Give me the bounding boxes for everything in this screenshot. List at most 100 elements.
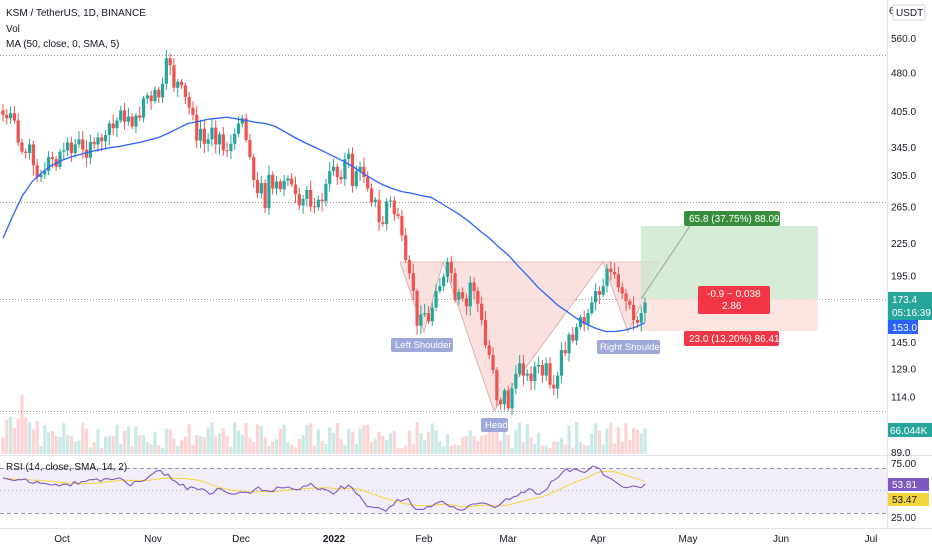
candle[interactable] (35, 158, 39, 182)
candle[interactable] (624, 288, 628, 311)
target-label-box[interactable] (684, 211, 780, 226)
candle[interactable] (362, 157, 366, 183)
candle[interactable] (590, 296, 594, 316)
candle[interactable] (149, 90, 153, 110)
candle[interactable] (476, 286, 480, 313)
candle[interactable] (267, 165, 271, 215)
candle[interactable] (533, 361, 537, 390)
candle[interactable] (464, 293, 469, 316)
candle[interactable] (69, 136, 73, 163)
candle[interactable] (271, 171, 275, 195)
candle[interactable] (369, 183, 374, 207)
candle[interactable] (331, 159, 336, 176)
candle[interactable] (157, 86, 161, 103)
candle[interactable] (1, 104, 5, 122)
candle[interactable] (632, 296, 636, 331)
candle[interactable] (499, 397, 503, 410)
candle[interactable] (388, 196, 393, 208)
candle[interactable] (206, 133, 210, 152)
candle[interactable] (510, 382, 514, 416)
candle[interactable] (616, 266, 621, 292)
candle[interactable] (381, 215, 385, 227)
candle[interactable] (578, 314, 583, 330)
candle[interactable] (411, 263, 415, 301)
candle[interactable] (229, 134, 233, 160)
candle[interactable] (521, 354, 526, 386)
candle[interactable] (305, 186, 309, 207)
candle[interactable] (65, 137, 70, 157)
candle[interactable] (537, 356, 541, 374)
candle[interactable] (210, 118, 214, 146)
candle[interactable] (119, 106, 123, 124)
candle[interactable] (263, 179, 267, 214)
candle[interactable] (461, 287, 465, 302)
ma50-line[interactable] (2, 116, 646, 333)
candle[interactable] (62, 142, 66, 160)
candle[interactable] (290, 173, 294, 188)
candle[interactable] (453, 268, 457, 303)
candle[interactable] (20, 138, 24, 155)
candle[interactable] (339, 170, 343, 185)
candle[interactable] (248, 133, 252, 160)
time-axis[interactable]: Oct Nov Dec 2022 Feb Mar Apr May Jun Jul (54, 534, 877, 545)
candle[interactable] (92, 137, 96, 150)
candle[interactable] (278, 179, 282, 192)
candle[interactable] (506, 385, 510, 411)
candle[interactable] (404, 228, 408, 263)
candle[interactable] (434, 284, 438, 312)
candle[interactable] (529, 366, 533, 391)
candle[interactable] (415, 288, 419, 335)
candle[interactable] (316, 195, 320, 211)
candle[interactable] (350, 147, 355, 193)
candle[interactable] (491, 347, 495, 375)
candle[interactable] (377, 189, 381, 232)
candle[interactable] (179, 79, 184, 89)
candle[interactable] (552, 374, 556, 396)
candle[interactable] (525, 369, 529, 381)
candlesticks[interactable] (1, 50, 647, 416)
candle[interactable] (259, 176, 263, 199)
right-shoulder-tag[interactable] (597, 340, 660, 354)
head-shoulders-pattern[interactable] (400, 262, 660, 411)
candle[interactable] (620, 282, 624, 299)
candle[interactable] (426, 306, 431, 325)
candle[interactable] (567, 332, 571, 362)
candle[interactable] (423, 303, 427, 317)
candle[interactable] (198, 119, 203, 149)
candle[interactable] (172, 58, 176, 93)
candle[interactable] (195, 105, 199, 149)
candle[interactable] (301, 194, 305, 214)
candle[interactable] (202, 119, 206, 154)
candle[interactable] (335, 163, 339, 185)
candle[interactable] (407, 255, 412, 279)
candle[interactable] (214, 120, 218, 154)
candle[interactable] (605, 263, 609, 293)
candle[interactable] (168, 53, 172, 76)
candle[interactable] (8, 106, 13, 124)
candle[interactable] (16, 113, 20, 147)
candle[interactable] (445, 257, 450, 283)
candle[interactable] (73, 138, 77, 158)
candle[interactable] (544, 357, 548, 381)
candle[interactable] (563, 341, 567, 357)
candle[interactable] (354, 165, 358, 190)
candle[interactable] (419, 305, 423, 334)
candle[interactable] (225, 142, 229, 158)
candle[interactable] (191, 101, 195, 121)
candle[interactable] (122, 102, 127, 130)
candle[interactable] (601, 278, 605, 298)
candle[interactable] (221, 127, 225, 156)
candle[interactable] (252, 153, 256, 188)
candle[interactable] (502, 388, 507, 411)
candle[interactable] (183, 82, 187, 105)
candle[interactable] (24, 148, 28, 159)
candle[interactable] (613, 262, 617, 279)
candle[interactable] (643, 297, 647, 322)
candle[interactable] (12, 105, 16, 124)
candle[interactable] (100, 133, 104, 152)
candle[interactable] (153, 86, 157, 104)
candle[interactable] (39, 169, 43, 183)
candle[interactable] (400, 209, 404, 242)
candle[interactable] (328, 161, 332, 192)
